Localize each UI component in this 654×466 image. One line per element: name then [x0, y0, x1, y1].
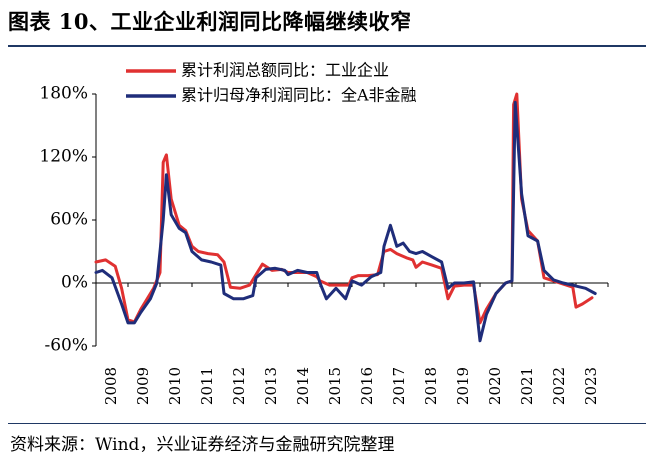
x-tick-label: 2016: [358, 367, 376, 405]
x-tick-label: 2018: [422, 367, 440, 405]
x-tick-label: 2023: [582, 367, 600, 405]
chart-title: 图表 10、工业企业利润同比降幅继续收窄: [8, 9, 412, 34]
legend-label-2: 累计归母净利润同比：全A非金融: [181, 86, 417, 105]
x-tick-label: 2008: [102, 367, 120, 405]
y-tick-label: 120%: [39, 147, 88, 167]
x-tick-label: 2013: [262, 367, 280, 405]
x-tick-label: 2011: [198, 367, 216, 405]
source-note: 资料来源：Wind，兴业证券经济与金融研究院整理: [10, 435, 395, 455]
x-tick-label: 2021: [518, 367, 536, 405]
legend-label-1: 累计利润总额同比：工业企业: [181, 61, 389, 80]
x-tick-label: 2015: [326, 367, 344, 405]
x-tick-label: 2014: [294, 367, 312, 405]
y-tick-label: 60%: [50, 210, 88, 230]
source-rule: [8, 423, 646, 424]
y-tick-label: 180%: [39, 84, 88, 104]
series-line-2: [94, 100, 597, 343]
x-tick-label: 2020: [486, 367, 504, 405]
series-lines: [94, 92, 597, 343]
x-tick-label: 2017: [390, 367, 408, 405]
x-tick-label: 2022: [550, 367, 568, 405]
title-rule: [8, 45, 646, 47]
x-tick-label: 2012: [230, 367, 248, 405]
x-tick-label: 2009: [134, 367, 152, 405]
y-tick-label: 0%: [61, 273, 88, 293]
x-tick-label: 2019: [454, 367, 472, 405]
y-tick-label: -60%: [44, 336, 88, 356]
x-tick-label: 2010: [166, 367, 184, 405]
axes: -60% 0% 60% 120% 180% 2008 2009 2010 2011 2012 201…: [39, 84, 609, 405]
